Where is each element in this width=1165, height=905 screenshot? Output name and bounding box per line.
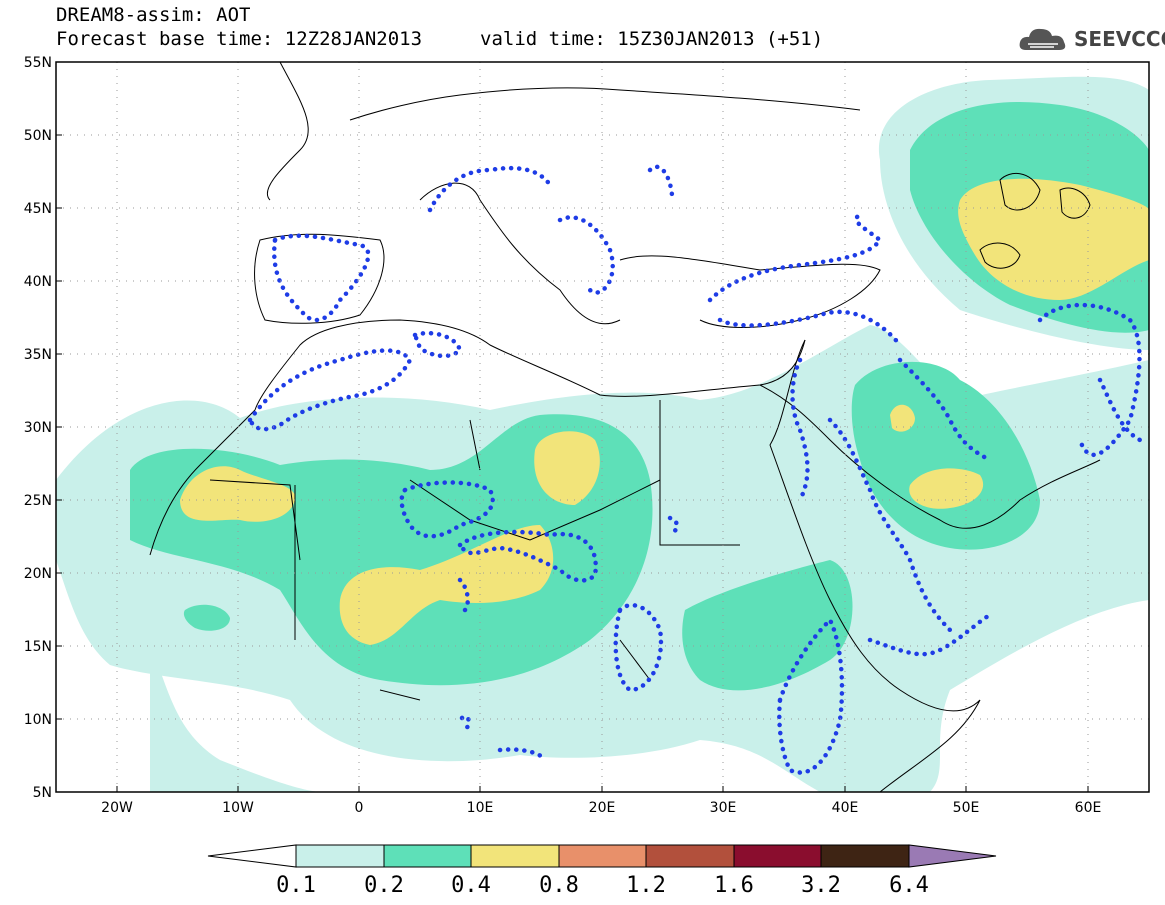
colorbar-swatch: [820, 844, 910, 868]
logo-text: SEEVCCC: [1074, 27, 1165, 51]
colorbar-swatch: [645, 844, 735, 868]
title-line: DREAM8-assim: AOT: [56, 4, 251, 26]
y-tick-label: 5N: [33, 785, 52, 801]
dotted-contours: [247, 164, 1143, 775]
x-tick-label: 10E: [467, 800, 494, 816]
y-axis-labels: 5N 10N 15N 20N 25N 30N 35N 40N 45N 50N 5…: [24, 55, 52, 801]
y-tick-label: 50N: [24, 128, 52, 144]
coastlines: [149, 62, 1101, 792]
y-tick-label: 55N: [24, 55, 52, 71]
y-tick-label: 20N: [24, 566, 52, 582]
colorbar-label: 0.4: [451, 873, 491, 898]
valid-time: valid time: 15Z30JAN2013 (+51): [480, 28, 824, 50]
colorbar-label: 0.8: [539, 873, 579, 898]
colorbar-label: 6.4: [889, 873, 929, 898]
colorbar-label: 0.2: [364, 873, 404, 898]
aot-level-0.4: [180, 178, 1149, 645]
x-tick-label: 20E: [589, 800, 616, 816]
colorbar: 0.1 0.2 0.4 0.8 1.2 1.6 3.2 6.4: [207, 844, 997, 898]
y-tick-label: 15N: [24, 639, 52, 655]
colorbar-label: 3.2: [801, 873, 841, 898]
colorbar-swatch: [383, 844, 472, 868]
y-tick-label: 40N: [24, 274, 52, 290]
graticule: [56, 62, 1149, 792]
colorbar-label: 1.6: [714, 873, 754, 898]
x-tick-label: 40E: [832, 800, 859, 816]
forecast-base-time: Forecast base time: 12Z28JAN2013: [56, 28, 423, 50]
axis-ticks: [56, 134, 1089, 792]
map-canvas: [56, 62, 1149, 792]
colorbar-over-arrow: [908, 844, 997, 868]
colorbar-swatch: [470, 844, 560, 868]
seevccc-logo: SEEVCCC: [1018, 24, 1165, 54]
cloud-icon: [1019, 28, 1066, 50]
y-tick-label: 10N: [24, 712, 52, 728]
x-tick-label: 60E: [1075, 800, 1102, 816]
colorbar-label: 1.2: [626, 873, 666, 898]
colorbar-label: 0.1: [276, 873, 316, 898]
y-tick-label: 35N: [24, 347, 52, 363]
x-tick-label: 30E: [710, 800, 737, 816]
x-tick-label: 0: [355, 800, 364, 816]
colorbar-swatch: [558, 844, 647, 868]
y-tick-label: 25N: [24, 493, 52, 509]
colorbar-under-arrow: [207, 844, 297, 868]
colorbar-swatch: [733, 844, 822, 868]
colorbar-swatch: [295, 844, 385, 868]
x-axis-labels: 20W 10W 0 10E 20E 30E 40E 50E 60E: [101, 800, 1101, 816]
x-tick-label: 20W: [101, 800, 133, 816]
x-tick-label: 50E: [953, 800, 980, 816]
x-tick-label: 10W: [222, 800, 254, 816]
y-tick-label: 45N: [24, 201, 52, 217]
y-tick-label: 30N: [24, 420, 52, 436]
